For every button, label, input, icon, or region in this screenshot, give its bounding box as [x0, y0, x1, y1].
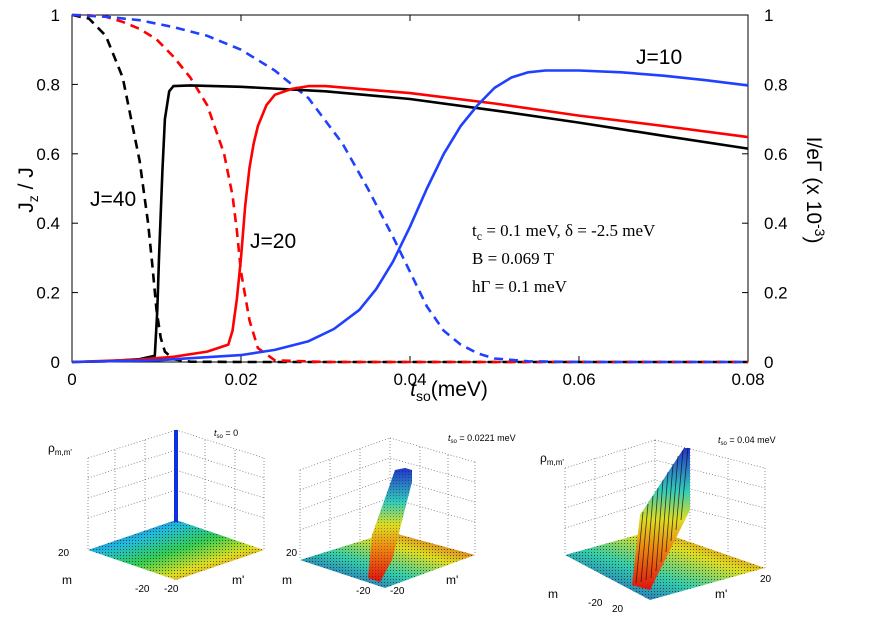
y-tick-label-left: 1: [51, 6, 60, 25]
inset-2-mprime-label: m': [446, 573, 458, 587]
inset-1-tick-b: -20: [135, 584, 150, 595]
inset-1-tick-a: 20: [58, 548, 70, 559]
x-tick-label: 0.08: [731, 370, 764, 389]
x-tick-label: 0: [67, 370, 76, 389]
density-matrix-inset-3: ρm,m' tso = 0.04 meV m -20 20 20 m': [540, 435, 776, 615]
inset-3-mprime-label: m': [715, 587, 727, 601]
x-tick-label: 0.04: [393, 370, 426, 389]
series-line-j-20-current: [71, 84, 749, 364]
inset-3-tso-label: tso = 0.04 meV: [718, 435, 776, 447]
x-tick-label: 0.06: [562, 370, 595, 389]
diagonal-wall-mesh: [368, 468, 412, 582]
x-ticks: 0 0.02 0.04 0.06 0.08: [67, 15, 765, 389]
inset-2-tick-c: -20: [390, 586, 405, 597]
label-j20: J=20: [250, 230, 296, 253]
inset-1-rho-label: ρm,m': [48, 441, 72, 457]
series-group: [71, 13, 749, 364]
inset-1-m-label: m: [62, 573, 72, 587]
y-tick-label-right: 0.2: [764, 284, 788, 303]
main-plot: 0 0.02 0.04 0.06 0.08 00.20.40.60.8100.20.40…: [15, 6, 828, 404]
inset-1-tick-c: -20: [164, 584, 179, 595]
label-j40: J=40: [90, 188, 136, 211]
series-line-j-10-jz-j: [71, 13, 748, 364]
y-tick-label-left: 0.2: [36, 284, 60, 303]
y-tick-label-right: 0: [764, 353, 773, 372]
x-axis-title: tso(meV): [410, 378, 488, 404]
y-axis-title-right: I/eΓ (x 10-3): [802, 137, 828, 244]
inset-3-tick-c: 20: [760, 574, 772, 585]
param-line-3: hΓ = 0.1 meV: [472, 277, 568, 296]
inset-2-m-label: m: [282, 573, 292, 587]
x-tick-label: 0.02: [224, 370, 257, 389]
y-tick-label-right: 0.6: [764, 145, 788, 164]
inset-floor-mesh: [88, 520, 264, 580]
inset-2-tick-b: -20: [356, 586, 371, 597]
diagonal-wall-stripes: [635, 447, 689, 584]
inset-2-tick-a: 20: [286, 548, 298, 559]
series-line-j-20-jz-j: [71, 13, 748, 364]
y-axis-title-left: Jz / J: [15, 167, 41, 213]
diagonal-peak-bar: [174, 430, 178, 522]
series-line-j-40-jz-j: [71, 13, 748, 364]
inset-3-tick-a: 20: [612, 604, 624, 615]
param-line-2: B = 0.069 T: [472, 249, 555, 268]
density-matrix-inset-1: ρm,m' tso = 0 20 m -20 -20 m': [48, 428, 265, 595]
inset-3-tick-b: -20: [588, 598, 603, 609]
inset-floor-mesh: [565, 530, 765, 600]
y-tick-label-left: 0: [51, 353, 60, 372]
y-tick-label-left: 0.8: [36, 75, 60, 94]
y-tick-label-right: 1: [764, 6, 773, 25]
inset-3-m-label: m: [548, 587, 558, 601]
inset-1-mprime-label: m': [232, 573, 244, 587]
y-tick-label-right: 0.8: [764, 75, 788, 94]
series-line-j-10-current: [71, 69, 749, 364]
series-line-j-40-current: [71, 84, 749, 364]
label-j10: J=10: [636, 46, 682, 69]
density-matrix-inset-2: tso = 0.0221 meV 20 m -20 -20 m': [282, 433, 516, 597]
inset-grid: [299, 437, 476, 560]
y-tick-label-right: 0.4: [764, 214, 788, 233]
inset-3-rho-label: ρm,m': [540, 451, 564, 467]
y-tick-label-left: 0.4: [36, 214, 60, 233]
inset-2-tso-label: tso = 0.0221 meV: [448, 433, 516, 445]
y-ticks: 0 0.2 0.4 0.6 0.8 1 0 0.2 0.4 0.6 0.8 1: [36, 6, 787, 372]
y-tick-label-left: 0.6: [36, 145, 60, 164]
inset-grid: [564, 439, 766, 568]
inset-1-tso-label: tso = 0: [214, 428, 238, 440]
param-line-1: tc = 0.1 meV, δ = -2.5 meV: [472, 221, 656, 243]
